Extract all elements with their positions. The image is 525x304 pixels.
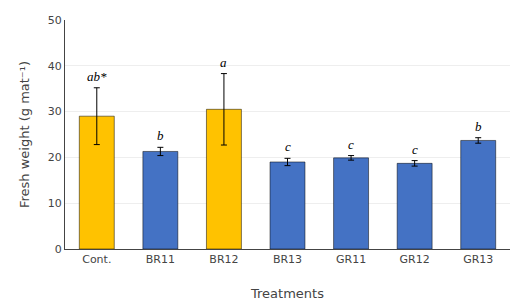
svg-text:ab*: ab* <box>87 69 107 84</box>
svg-text:b: b <box>157 128 164 143</box>
svg-text:BR13: BR13 <box>273 253 302 266</box>
svg-text:30: 30 <box>48 105 62 118</box>
svg-text:c: c <box>285 139 291 154</box>
svg-text:Treatments: Treatments <box>250 286 324 301</box>
svg-text:c: c <box>348 137 354 152</box>
svg-text:0: 0 <box>55 243 62 256</box>
svg-text:10: 10 <box>48 197 62 210</box>
svg-text:a: a <box>220 55 227 70</box>
svg-text:GR12: GR12 <box>400 253 430 266</box>
svg-text:50: 50 <box>48 14 62 27</box>
svg-text:b: b <box>475 119 482 134</box>
svg-text:BR11: BR11 <box>146 253 175 266</box>
svg-text:c: c <box>412 142 418 157</box>
svg-text:GR11: GR11 <box>336 253 366 266</box>
svg-text:20: 20 <box>48 151 62 164</box>
svg-text:Fresh weight (g mat⁻¹): Fresh weight (g mat⁻¹) <box>17 61 32 208</box>
svg-text:GR13: GR13 <box>463 253 493 266</box>
svg-text:BR12: BR12 <box>209 253 238 266</box>
svg-text:40: 40 <box>48 60 62 73</box>
svg-text:Cont.: Cont. <box>82 253 111 266</box>
